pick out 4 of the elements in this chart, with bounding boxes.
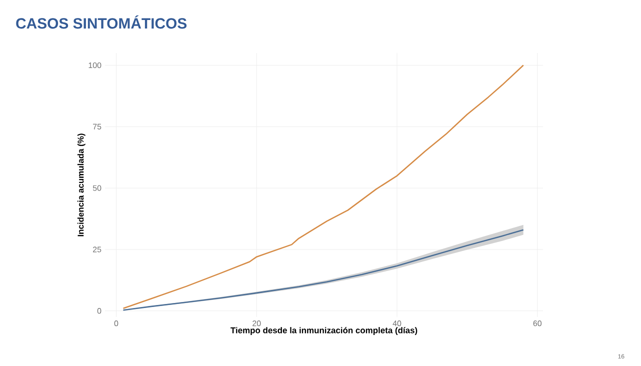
- x-axis-title: Tiempo desde la inmunización completa (días): [230, 326, 418, 335]
- y-axis-title: Incidencia acumulada (%): [77, 134, 86, 236]
- line-series: [122, 64, 524, 310]
- chart-title: CASOS SINTOMÁTICOS: [16, 15, 187, 29]
